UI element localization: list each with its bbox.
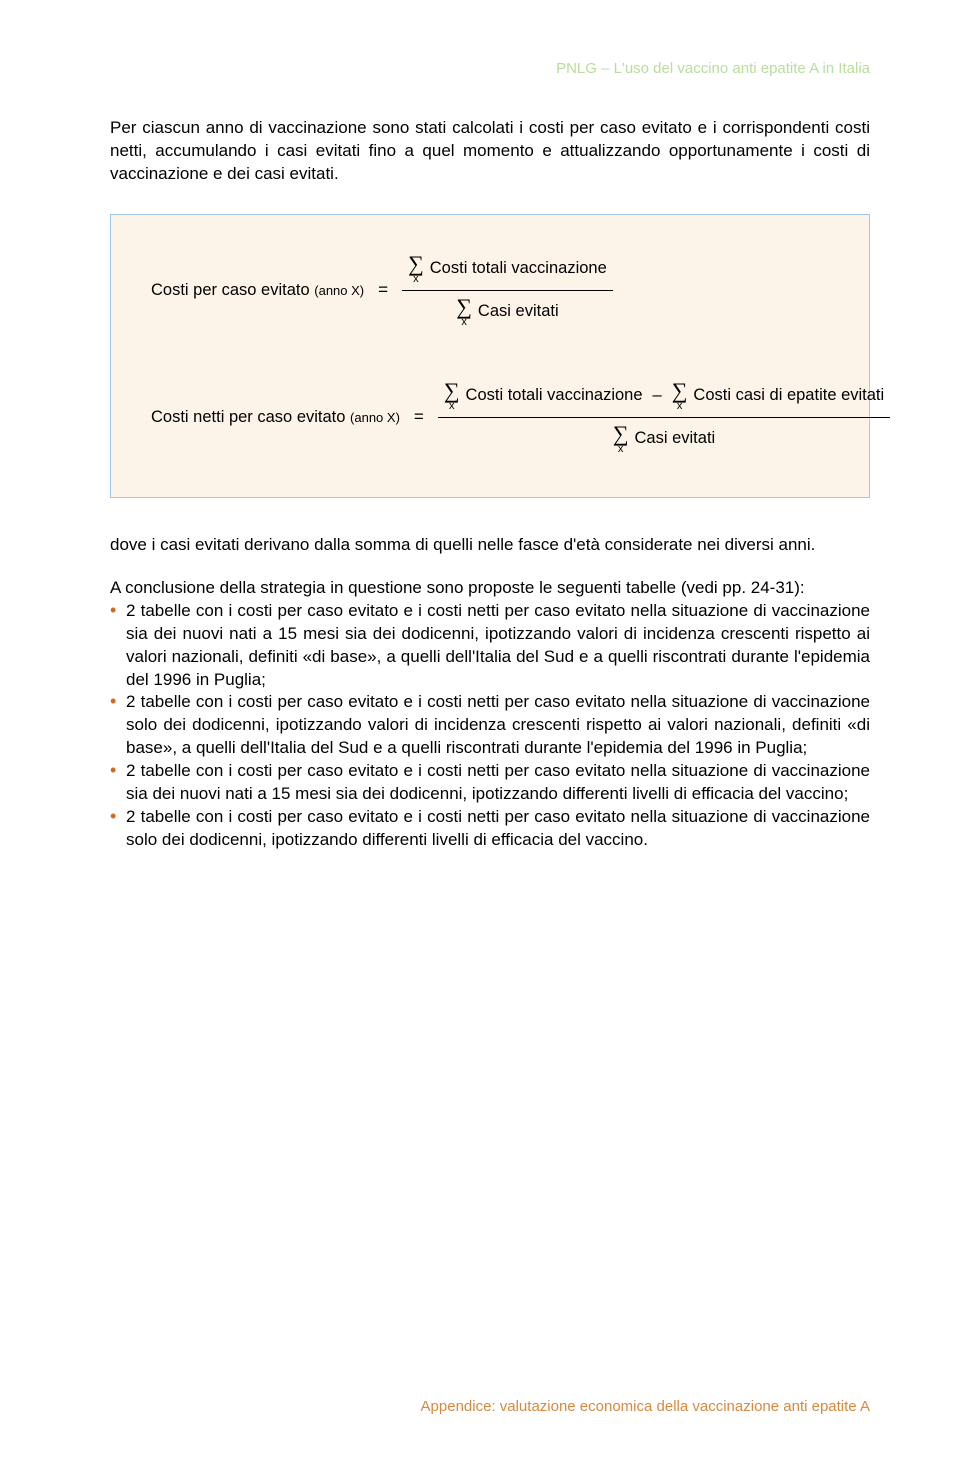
formula-1-lhs-sub: (anno X): [314, 283, 364, 298]
sigma-icon: ∑ x: [613, 423, 629, 455]
formula-2-den-text: Casi evitati: [635, 429, 716, 448]
list-intro: A conclusione della strategia in questio…: [110, 577, 870, 600]
formula-2-denominator: ∑ x Casi evitati: [607, 421, 721, 457]
sigma-subscript: x: [413, 274, 419, 285]
after-formula-text: dove i casi evitati derivano dalla somma…: [110, 534, 870, 557]
intro-paragraph: Per ciascun anno di vaccinazione sono st…: [110, 117, 870, 186]
list-item: 2 tabelle con i costi per caso evitato e…: [110, 600, 870, 692]
formula-1-num-text: Costi totali vaccinazione: [430, 259, 607, 278]
list-item: 2 tabelle con i costi per caso evitato e…: [110, 760, 870, 806]
sigma-icon: ∑ x: [408, 253, 424, 285]
formula-2: Costi netti per caso evitato (anno X) = …: [151, 378, 829, 457]
formula-box: Costi per caso evitato (anno X) = ∑ x Co…: [110, 214, 870, 498]
formula-1-lhs-main: Costi per caso evitato: [151, 281, 310, 299]
formula-2-lhs-sub: (anno X): [350, 410, 400, 425]
formula-2-lhs: Costi netti per caso evitato (anno X): [151, 408, 400, 427]
sigma-symbol: ∑: [613, 423, 629, 445]
sigma-icon: ∑ x: [444, 380, 460, 412]
sigma-symbol: ∑: [672, 380, 688, 402]
formula-1-lhs: Costi per caso evitato (anno X): [151, 281, 364, 300]
sigma-subscript: x: [449, 401, 455, 412]
formula-2-fraction: ∑ x Costi totali vaccinazione – ∑ x Cost…: [438, 378, 890, 457]
sigma-subscript: x: [677, 401, 683, 412]
page-header-label: PNLG – L'uso del vaccino anti epatite A …: [110, 60, 870, 77]
sigma-icon: ∑ x: [672, 380, 688, 412]
formula-1: Costi per caso evitato (anno X) = ∑ x Co…: [151, 251, 829, 330]
formula-2-num-text-1: Costi totali vaccinazione: [466, 386, 643, 405]
formula-1-denominator: ∑ x Casi evitati: [450, 294, 564, 330]
sigma-symbol: ∑: [456, 296, 472, 318]
fraction-line: [402, 290, 613, 291]
formula-2-lhs-main: Costi netti per caso evitato: [151, 408, 345, 426]
formula-2-numerator: ∑ x Costi totali vaccinazione – ∑ x Cost…: [438, 378, 890, 414]
page-footer: Appendice: valutazione economica della v…: [421, 1398, 870, 1415]
sigma-subscript: x: [461, 317, 467, 328]
sigma-symbol: ∑: [408, 253, 424, 275]
sigma-subscript: x: [618, 444, 624, 455]
formula-1-numerator: ∑ x Costi totali vaccinazione: [402, 251, 613, 287]
formula-1-fraction: ∑ x Costi totali vaccinazione ∑ x Casi e…: [402, 251, 613, 330]
formula-2-num-text-2: Costi casi di epatite evitati: [693, 386, 884, 405]
bullet-list: 2 tabelle con i costi per caso evitato e…: [110, 600, 870, 852]
list-item: 2 tabelle con i costi per caso evitato e…: [110, 806, 870, 852]
equals-sign: =: [414, 407, 424, 427]
sigma-symbol: ∑: [444, 380, 460, 402]
list-item: 2 tabelle con i costi per caso evitato e…: [110, 691, 870, 760]
formula-1-den-text: Casi evitati: [478, 302, 559, 321]
sigma-icon: ∑ x: [456, 296, 472, 328]
minus-sign: –: [653, 386, 662, 405]
equals-sign: =: [378, 280, 388, 300]
fraction-line: [438, 417, 890, 418]
